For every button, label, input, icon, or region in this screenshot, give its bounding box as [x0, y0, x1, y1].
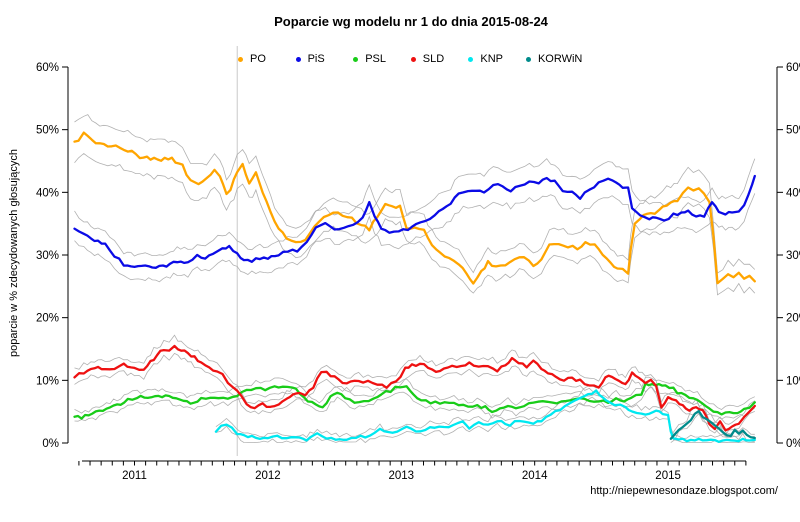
- legend-label: PO: [250, 53, 266, 65]
- confidence-band-lower-PO: [74, 152, 756, 296]
- legend-label: SLD: [422, 53, 445, 65]
- confidence-band-upper-PSL: [74, 376, 755, 414]
- y-tick-label-left: 60%: [36, 62, 59, 74]
- x-year-label: 2011: [122, 470, 147, 482]
- x-year-label: 2015: [655, 470, 681, 482]
- source-url: http://niepewnesondaze.blogspot.com/: [590, 485, 778, 497]
- y-tick-label-left: 30%: [36, 250, 59, 262]
- y-tick-label-right: 50%: [786, 125, 800, 137]
- series-line-SLD: [73, 344, 756, 432]
- legend-label: KNP: [480, 53, 503, 65]
- y-tick-label-left: 50%: [36, 125, 59, 137]
- legend-dot-icon: [353, 56, 359, 62]
- legend-dot-icon: [525, 56, 531, 62]
- series-line-KORWiN: [669, 409, 756, 440]
- legend-dot-icon: [468, 56, 474, 62]
- y-tick-label-right: 0%: [786, 438, 800, 450]
- x-year-label: 2014: [522, 470, 548, 482]
- y-tick-label-right: 30%: [786, 250, 800, 262]
- legend-dot-icon: [238, 56, 243, 62]
- legend-label: PiS: [307, 53, 325, 65]
- confidence-band-lower-PiS: [74, 193, 756, 283]
- confidence-band-upper-PO: [74, 114, 756, 274]
- chart-title: Poparcie wg modelu nr 1 do dnia 2015-08-…: [274, 14, 548, 29]
- y-tick-label-left: 40%: [36, 187, 59, 199]
- legend-dot-icon: [295, 56, 301, 62]
- x-year-label: 2012: [255, 470, 281, 482]
- confidence-band-upper-KORWiN: [670, 407, 755, 437]
- y-tick-label-right: 10%: [786, 375, 800, 387]
- legend-label: KORWiN: [537, 53, 583, 65]
- legend-item-PO: PO: [238, 53, 296, 65]
- series-line-PSL: [73, 382, 756, 420]
- y-tick-label-right: 40%: [786, 187, 800, 199]
- legend-item-KNP: KNP: [468, 53, 526, 65]
- y-tick-label-left: 10%: [36, 375, 59, 387]
- y-tick-label-right: 20%: [786, 313, 800, 325]
- y-tick-label-left: 0%: [42, 438, 59, 450]
- confidence-band-lower-SLD: [74, 352, 755, 436]
- legend-item-PiS: PiS: [295, 53, 354, 65]
- y-tick-label-right: 60%: [786, 62, 800, 74]
- confidence-band-upper-PiS: [74, 158, 756, 257]
- x-year-label: 2013: [389, 470, 415, 482]
- series-line-PiS: [73, 174, 756, 269]
- series-line-PO: [73, 131, 756, 285]
- series-line-KNP: [214, 389, 756, 443]
- legend-item-SLD: SLD: [410, 53, 469, 65]
- y-tick-label-left: 20%: [36, 313, 59, 325]
- legend-item-KORWiN: KORWiN: [525, 53, 584, 65]
- legend-item-PSL: PSL: [353, 53, 411, 65]
- confidence-band-upper-SLD: [74, 334, 756, 425]
- confidence-band-lower-PSL: [74, 386, 756, 422]
- chart-legend: PO PiS PSL SLD KNP KORWiN: [238, 53, 584, 65]
- legend-label: PSL: [365, 53, 386, 65]
- legend-dot-icon: [410, 56, 416, 62]
